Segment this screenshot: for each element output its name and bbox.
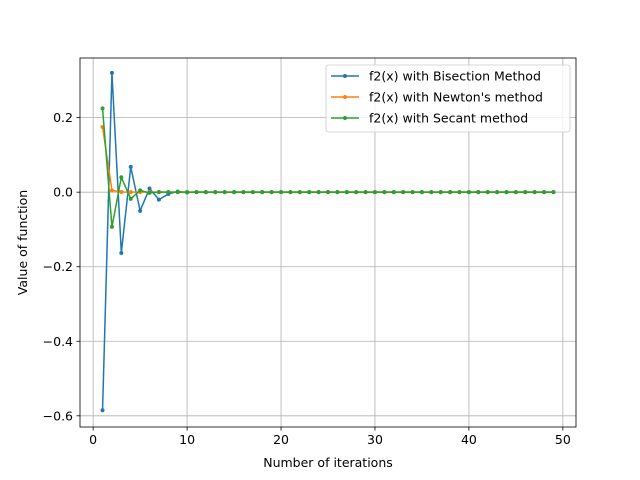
- data-point: [466, 190, 471, 195]
- data-point: [457, 190, 462, 195]
- x-axis-title: Number of iterations: [263, 455, 393, 470]
- plot-frame: [79, 57, 577, 428]
- data-point: [363, 190, 368, 195]
- data-point: [119, 175, 124, 180]
- data-point: [504, 190, 509, 195]
- data-point: [222, 190, 227, 195]
- legend-marker: [343, 116, 347, 120]
- data-point: [109, 70, 114, 75]
- legend-marker: [343, 74, 347, 78]
- data-point: [513, 190, 518, 195]
- legend-box: [325, 64, 571, 133]
- data-point: [542, 190, 547, 195]
- data-point: [119, 250, 124, 255]
- data-point: [485, 190, 490, 195]
- x-tick-label: 10: [179, 432, 195, 447]
- y-tick-label: −0.4: [43, 334, 73, 349]
- data-point: [119, 190, 124, 194]
- data-point: [326, 190, 330, 195]
- data-point: [532, 190, 537, 195]
- data-point: [138, 188, 143, 193]
- x-tick-label: 0: [89, 432, 97, 447]
- data-point: [138, 208, 143, 213]
- data-point: [391, 190, 396, 195]
- data-point: [382, 190, 387, 195]
- y-tick-label: −0.2: [43, 259, 73, 274]
- data-point: [109, 224, 114, 229]
- data-point: [100, 408, 105, 413]
- data-point: [288, 190, 293, 195]
- data-point: [476, 190, 481, 195]
- legend-label: f2(x) with Newton's method: [369, 90, 543, 105]
- data-point: [297, 190, 302, 195]
- data-point: [260, 190, 265, 195]
- y-tick-label: −0.6: [43, 408, 73, 423]
- data-point: [156, 197, 161, 202]
- data-point: [203, 190, 208, 195]
- data-point: [401, 190, 406, 195]
- data-point: [250, 190, 255, 195]
- data-point: [109, 188, 114, 193]
- legend-label: f2(x) with Bisection Method: [369, 69, 541, 84]
- data-point: [128, 196, 133, 201]
- data-point: [410, 190, 415, 195]
- legend-entry: f2(x) with Newton's method: [331, 90, 543, 105]
- data-point: [316, 190, 321, 195]
- data-point: [372, 190, 377, 195]
- legend-entry: f2(x) with Secant method: [331, 111, 528, 126]
- series-layer: [100, 70, 556, 413]
- data-point: [185, 190, 190, 195]
- y-axis-title: Value of function: [15, 190, 30, 295]
- data-point: [175, 190, 180, 195]
- data-point: [551, 190, 556, 195]
- data-point: [335, 190, 340, 195]
- data-point: [523, 190, 528, 195]
- data-point: [344, 190, 349, 195]
- data-point: [128, 164, 133, 169]
- legend-marker: [343, 95, 347, 99]
- data-point: [147, 190, 152, 195]
- data-point: [128, 190, 133, 195]
- data-point: [495, 190, 500, 195]
- data-point: [213, 190, 218, 195]
- x-tick-label: 30: [367, 432, 383, 447]
- data-point: [354, 190, 359, 195]
- data-point: [232, 190, 237, 195]
- data-point: [429, 190, 434, 195]
- legend-entry: f2(x) with Bisection Method: [331, 69, 541, 84]
- data-point: [269, 190, 274, 195]
- series-3: [100, 106, 556, 229]
- data-point: [448, 190, 453, 195]
- data-point: [279, 190, 284, 195]
- legend: f2(x) with Bisection Method f2(x) with Ne…: [325, 64, 571, 133]
- data-point: [419, 190, 424, 195]
- data-point: [194, 190, 199, 195]
- data-point: [166, 190, 171, 195]
- axis-ticks: 0 10 20 30 40 50 −0.6 −0.4 −0.2 0.0 0.2: [43, 110, 571, 447]
- data-point: [156, 190, 161, 194]
- data-point: [307, 190, 312, 195]
- y-tick-label: 0.0: [53, 185, 73, 200]
- data-point: [147, 186, 152, 191]
- data-point: [241, 190, 246, 195]
- x-tick-label: 20: [273, 432, 289, 447]
- data-point: [438, 190, 443, 195]
- x-tick-label: 40: [461, 432, 477, 447]
- data-point: [100, 106, 105, 111]
- x-tick-label: 50: [555, 432, 571, 447]
- legend-label: f2(x) with Secant method: [369, 111, 528, 126]
- y-tick-label: 0.2: [53, 110, 73, 125]
